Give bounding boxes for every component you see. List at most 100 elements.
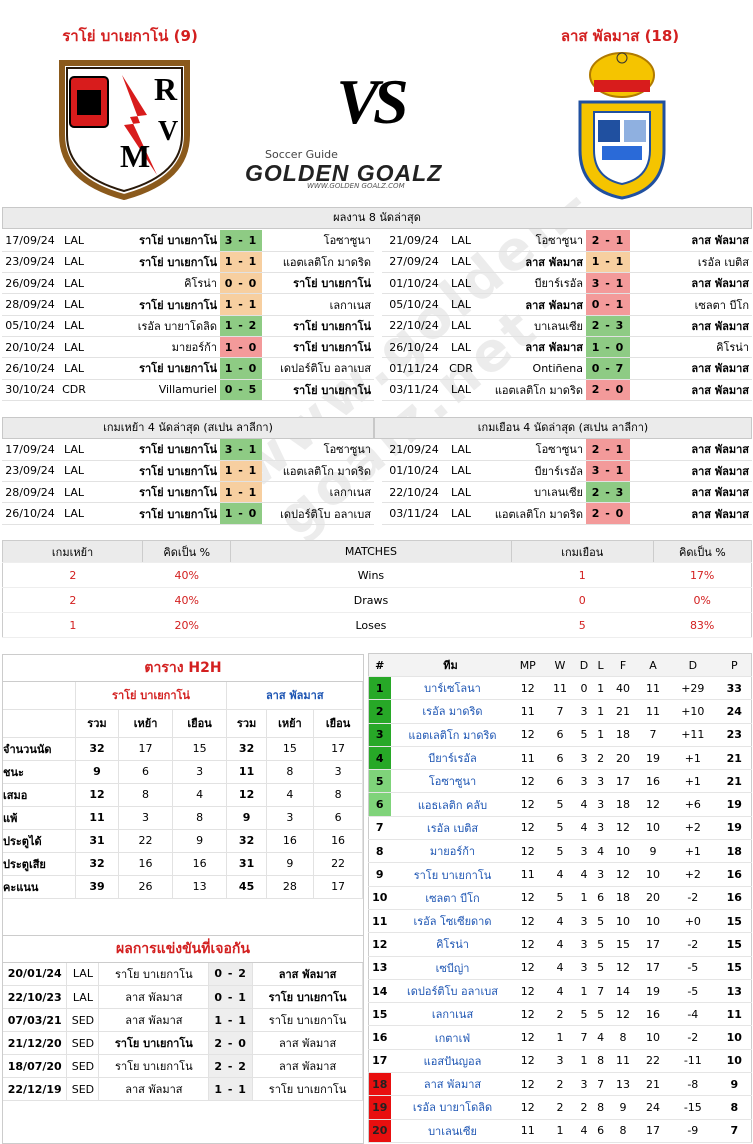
standings-stat: 7 bbox=[593, 979, 609, 1004]
standings-stat: 6 bbox=[593, 886, 609, 910]
vs-brand-block: VS Soccer Guide GOLDEN GOALZ WWW.GOLDEN … bbox=[245, 70, 500, 191]
standings-stat: 10 bbox=[608, 909, 639, 934]
match-date: 23/09/24 bbox=[2, 251, 58, 274]
standings-stat: 12 bbox=[510, 1002, 545, 1027]
score: 0 - 7 bbox=[586, 357, 630, 380]
standings-rank: 13 bbox=[368, 956, 391, 980]
h2h-stats-table: ราโย่ บาเยกาโน่ ลาส พัลมาส รวม เหย้า เยือน รว… bbox=[3, 682, 363, 899]
home-team: Villamuriel bbox=[90, 379, 220, 401]
standings-stat: 4 bbox=[574, 1119, 594, 1143]
score: 1 - 1 bbox=[586, 251, 630, 274]
standings-stat: 9 bbox=[608, 1095, 639, 1120]
h2h-stat-value: 9 bbox=[172, 829, 228, 853]
standings-stat: 16 bbox=[638, 1002, 668, 1027]
summary-value: 0 bbox=[511, 587, 654, 613]
standings-stat: 6 bbox=[545, 723, 575, 747]
standings-row: 3 แอตเลติโก มาดริด 12 6 5 1 18 7 +11 23 bbox=[368, 723, 752, 747]
standings-stat: 12 bbox=[510, 956, 545, 980]
result-row: 22/10/24 LAL บาเลนเซีย 2 - 3 ลาส พัลมาส bbox=[382, 481, 752, 504]
summary-value: 40% bbox=[142, 587, 231, 613]
competition: LAL bbox=[58, 230, 90, 252]
standings-stat: 2 bbox=[545, 1002, 575, 1027]
standings-team: ลาส พัลมาส bbox=[390, 1072, 511, 1097]
standings-team: บียาร์เรอัล bbox=[390, 746, 511, 771]
h2h-stat-row: เสมอ 12 8 4 12 4 8 bbox=[3, 783, 363, 807]
h2h-result-row: 22/10/23 LAL ลาส พัลมาส 0 - 1 ราโย บาเยกาโน bbox=[3, 985, 363, 1009]
summary-value: 1 bbox=[2, 612, 143, 638]
match-date: 01/10/24 bbox=[382, 460, 446, 483]
result-row: 05/10/24 LAL เรอัล บายาโดลิด 1 - 2 ราโย่ บาเ… bbox=[2, 315, 374, 337]
competition: LAL bbox=[446, 379, 476, 401]
away-team: ลาส พัลมาส bbox=[630, 272, 752, 295]
h2h-stat-value: 16 bbox=[313, 829, 363, 853]
match-date: 30/10/24 bbox=[2, 379, 58, 401]
score: 1 - 1 bbox=[208, 1008, 254, 1032]
home-team: โอซาซูนา bbox=[476, 230, 586, 252]
standings-stat: 22 bbox=[638, 1049, 668, 1074]
summary-value: 2 bbox=[2, 562, 143, 588]
standings-stat: 12 bbox=[510, 932, 545, 957]
standings-stat: 11 bbox=[510, 699, 545, 724]
summary-label: Draws bbox=[230, 587, 512, 613]
standings-stat: 16 bbox=[638, 769, 668, 794]
h2h-stat-label: ประตูเสีย bbox=[3, 852, 76, 876]
standings-stat: 12 bbox=[608, 956, 639, 980]
summary-table: เกมเหย้า คิดเป็น % MATCHES เกมเยือน คิดเป็น … bbox=[2, 540, 753, 638]
result-row: 26/10/24 LAL ราโย่ บาเยกาโน่ 1 - 0 เดปอร์ติโ… bbox=[2, 502, 374, 525]
standings-team: เรอัล โซเซียดาด bbox=[390, 909, 511, 934]
h2h-stat-value: 8 bbox=[118, 783, 173, 807]
standings-stat: 3 bbox=[574, 909, 594, 934]
standings-stat: 8 bbox=[608, 1119, 639, 1143]
standings-rank: 12 bbox=[368, 932, 391, 957]
standings-stat: +11 bbox=[667, 723, 718, 747]
standings-stat: 2 bbox=[545, 1072, 575, 1097]
standings-stat: 0 bbox=[574, 676, 594, 701]
summary-header: คิดเป็น % bbox=[653, 540, 753, 563]
standings-stat: 10 bbox=[717, 1049, 752, 1074]
standings-stat: +29 bbox=[667, 676, 718, 701]
standings-stat: 4 bbox=[545, 909, 575, 934]
away-team: ลาส พัลมาส bbox=[252, 1054, 363, 1078]
standings-stat: 5 bbox=[593, 932, 609, 957]
summary-row: 2 40% Wins 1 17% bbox=[2, 562, 752, 588]
match-date: 05/10/24 bbox=[382, 293, 446, 316]
standings-stat: 4 bbox=[545, 862, 575, 887]
standings-row: 8 มายอร์ก้า 12 5 3 4 10 9 +1 18 bbox=[368, 839, 752, 864]
standings-stat: +2 bbox=[667, 862, 718, 887]
standings-row: 17 แอสปันญอล 12 3 1 8 11 22 -11 10 bbox=[368, 1049, 752, 1074]
standings-stat: 10 bbox=[638, 862, 668, 887]
away-team: เรอัล เบติส bbox=[630, 251, 752, 274]
home-team: ลาส พัลมาส bbox=[98, 1077, 210, 1101]
score: 2 - 0 bbox=[208, 1031, 254, 1055]
match-date: 17/09/24 bbox=[2, 439, 58, 461]
score: 1 - 1 bbox=[220, 251, 262, 274]
h2h-stat-row: ชนะ 9 6 3 11 8 3 bbox=[3, 760, 363, 784]
standings-stat: 14 bbox=[608, 979, 639, 1004]
standings-stat: 12 bbox=[510, 839, 545, 864]
score: 2 - 3 bbox=[586, 481, 630, 504]
standings-stat: +1 bbox=[667, 839, 718, 864]
h2h-results-table: 20/01/24 LAL ราโย บาเยกาโน 0 - 2 ลาส พัลมาส 2… bbox=[3, 962, 363, 1101]
score: 0 - 5 bbox=[220, 379, 262, 401]
standings-row: 11 เรอัล โซเซียดาด 12 4 3 5 10 10 +0 15 bbox=[368, 909, 752, 934]
score: 1 - 1 bbox=[220, 481, 262, 504]
standings-stat: 8 bbox=[593, 1049, 609, 1074]
h2h-stat-value: 6 bbox=[313, 806, 363, 830]
home-team: แอตเลติโก มาดริด bbox=[476, 502, 586, 525]
standings-stat: 15 bbox=[608, 932, 639, 957]
match-date: 26/10/24 bbox=[382, 336, 446, 359]
standings-team: เรอัล บายาโดลิด bbox=[390, 1095, 511, 1120]
competition: LAL bbox=[446, 272, 476, 295]
home-team: ราโย่ บาเยกาโน่ bbox=[90, 230, 220, 252]
competition: LAL bbox=[58, 315, 90, 337]
h2h-stat-value: 3 bbox=[266, 806, 315, 830]
standings-stat: 7 bbox=[717, 1119, 752, 1143]
standings-stat: 11 bbox=[638, 699, 668, 724]
score: 2 - 3 bbox=[586, 315, 630, 337]
h2h-stat-value: 8 bbox=[266, 760, 315, 784]
standings-stat: 11 bbox=[717, 1002, 752, 1027]
standings-stat: 3 bbox=[593, 862, 609, 887]
competition: LAL bbox=[58, 460, 90, 483]
standings-stat: 3 bbox=[593, 769, 609, 794]
standings-team: เซบีญ่า bbox=[390, 956, 511, 980]
